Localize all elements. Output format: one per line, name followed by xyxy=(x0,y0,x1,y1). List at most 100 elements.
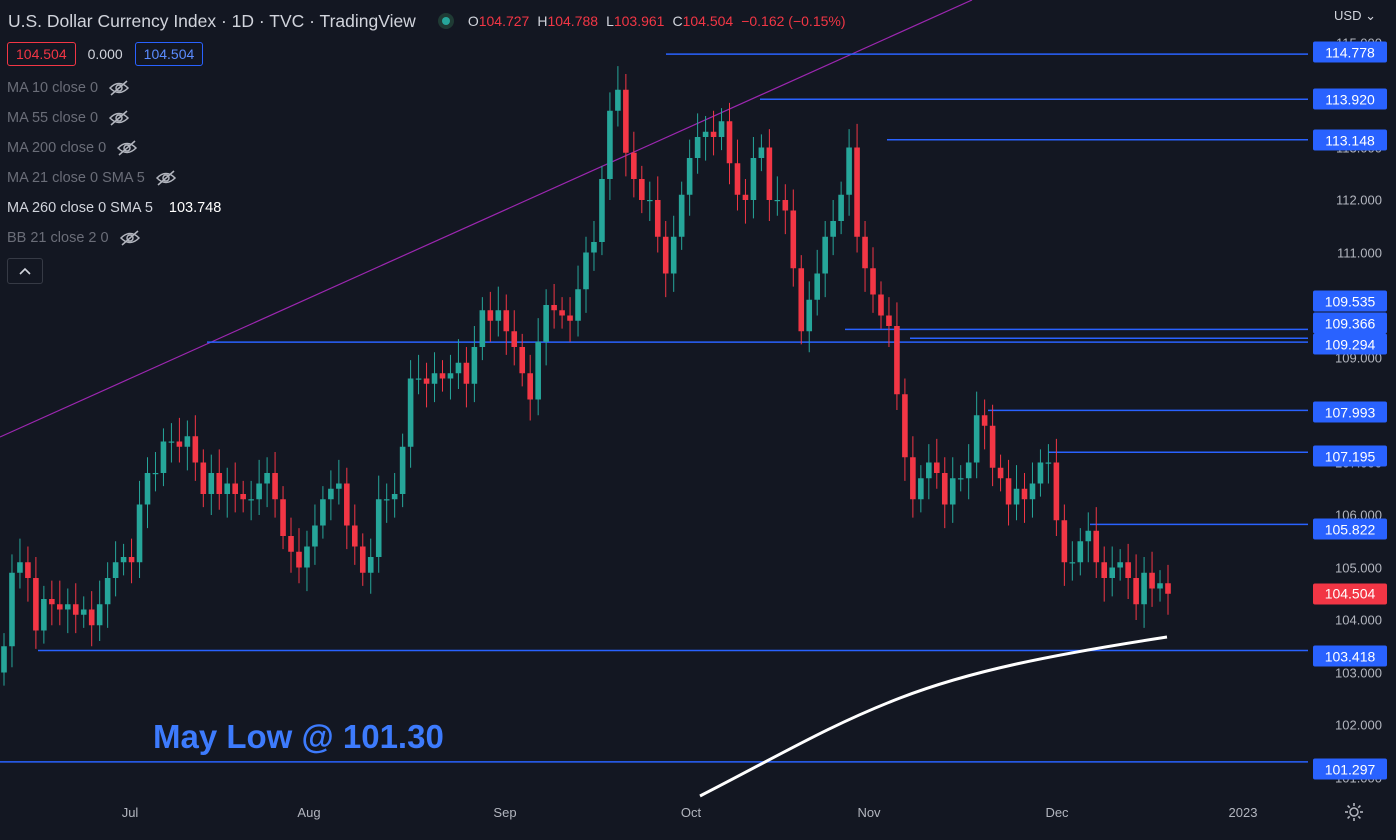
candle[interactable] xyxy=(822,221,828,298)
candle[interactable] xyxy=(607,92,613,200)
indicator-bb-21[interactable]: BB 21 close 2 0 xyxy=(7,230,141,246)
candle[interactable] xyxy=(726,102,733,185)
candle[interactable] xyxy=(1125,543,1131,599)
eye-hidden-icon[interactable] xyxy=(119,230,141,246)
candle[interactable] xyxy=(981,399,988,450)
candle[interactable] xyxy=(758,134,765,172)
candle[interactable] xyxy=(846,129,852,216)
candle[interactable] xyxy=(1109,546,1115,597)
indicator-ma-260[interactable]: MA 260 close 0 SMA 5 103.748 xyxy=(7,200,221,216)
candle[interactable] xyxy=(57,580,63,626)
candle[interactable] xyxy=(328,470,334,521)
candle[interactable] xyxy=(1133,554,1139,620)
candle[interactable] xyxy=(567,297,573,342)
candle[interactable] xyxy=(359,533,366,586)
candle[interactable] xyxy=(224,467,231,518)
candle[interactable] xyxy=(814,249,821,316)
candle[interactable] xyxy=(1029,462,1036,518)
candle[interactable] xyxy=(894,302,900,410)
candle[interactable] xyxy=(535,318,541,416)
candle[interactable] xyxy=(710,110,717,156)
candle[interactable] xyxy=(949,457,956,523)
candle[interactable] xyxy=(670,215,677,292)
candle[interactable] xyxy=(439,360,446,392)
candle[interactable] xyxy=(702,116,709,161)
candle[interactable] xyxy=(136,480,143,578)
candle[interactable] xyxy=(1061,504,1068,586)
eye-hidden-icon[interactable] xyxy=(155,170,177,186)
candle[interactable] xyxy=(383,483,390,523)
candle[interactable] xyxy=(280,486,286,550)
buy-price-button[interactable]: 104.504 xyxy=(134,42,204,66)
candle[interactable] xyxy=(734,139,741,211)
candle[interactable] xyxy=(551,284,557,329)
indicator-ma-21[interactable]: MA 21 close 0 SMA 5 xyxy=(7,170,177,186)
sell-price-button[interactable]: 104.504 xyxy=(7,42,76,66)
gear-icon[interactable] xyxy=(1344,802,1364,822)
candle[interactable] xyxy=(519,333,526,387)
candle[interactable] xyxy=(104,562,111,628)
candle[interactable] xyxy=(72,583,79,634)
candle[interactable] xyxy=(200,449,207,508)
candle[interactable] xyxy=(447,354,454,400)
candle[interactable] xyxy=(351,504,358,565)
candle[interactable] xyxy=(718,108,725,151)
candle[interactable] xyxy=(1005,459,1012,526)
candle[interactable] xyxy=(957,465,964,492)
candle[interactable] xyxy=(854,123,860,253)
candle[interactable] xyxy=(575,265,581,337)
candle[interactable] xyxy=(599,165,605,256)
candle[interactable] xyxy=(240,480,246,513)
candle[interactable] xyxy=(742,179,749,224)
candle[interactable] xyxy=(160,428,167,487)
candle[interactable] xyxy=(184,420,191,471)
candle[interactable] xyxy=(631,131,637,198)
candle[interactable] xyxy=(463,347,470,408)
candle[interactable] xyxy=(1117,549,1123,581)
indicator-ma-10[interactable]: MA 10 close 0 xyxy=(7,80,130,96)
candle[interactable] xyxy=(272,452,278,518)
candle[interactable] xyxy=(9,554,15,668)
indicator-ma-200[interactable]: MA 200 close 0 xyxy=(7,140,138,156)
candle[interactable] xyxy=(965,444,972,500)
candle[interactable] xyxy=(120,543,127,576)
candle[interactable] xyxy=(304,530,310,592)
candle[interactable] xyxy=(49,580,55,626)
currency-selector[interactable]: USD ⌄ xyxy=(1334,8,1376,24)
candle[interactable] xyxy=(88,591,95,647)
candle[interactable] xyxy=(862,221,868,292)
candle[interactable] xyxy=(941,457,948,529)
candle[interactable] xyxy=(41,585,47,644)
candle[interactable] xyxy=(886,297,892,347)
candle[interactable] xyxy=(128,538,135,584)
candle[interactable] xyxy=(144,457,151,529)
may-low-annotation[interactable]: May Low @ 101.30 xyxy=(153,718,444,755)
candle[interactable] xyxy=(543,289,549,366)
eye-hidden-icon[interactable] xyxy=(108,80,130,96)
candle[interactable] xyxy=(168,423,175,463)
candle[interactable] xyxy=(96,580,103,641)
candle[interactable] xyxy=(662,221,669,298)
candle[interactable] xyxy=(17,538,23,589)
candle[interactable] xyxy=(1085,512,1092,563)
candle[interactable] xyxy=(790,189,797,287)
candle[interactable] xyxy=(933,438,940,489)
candle[interactable] xyxy=(208,454,215,515)
candle[interactable] xyxy=(511,310,518,366)
candle[interactable] xyxy=(918,465,924,513)
candle[interactable] xyxy=(1077,528,1084,576)
candle[interactable] xyxy=(25,546,31,602)
eye-hidden-icon[interactable] xyxy=(108,110,130,126)
candle[interactable] xyxy=(583,236,589,313)
candle[interactable] xyxy=(80,596,87,628)
candle[interactable] xyxy=(774,176,781,216)
candle[interactable] xyxy=(288,517,294,573)
candle[interactable] xyxy=(615,66,621,127)
candle[interactable] xyxy=(1165,564,1171,615)
candle[interactable] xyxy=(471,326,478,403)
candle[interactable] xyxy=(1053,438,1060,536)
candle[interactable] xyxy=(1093,507,1100,578)
candle[interactable] xyxy=(423,362,430,408)
candle[interactable] xyxy=(367,538,374,594)
candle[interactable] xyxy=(798,255,805,345)
